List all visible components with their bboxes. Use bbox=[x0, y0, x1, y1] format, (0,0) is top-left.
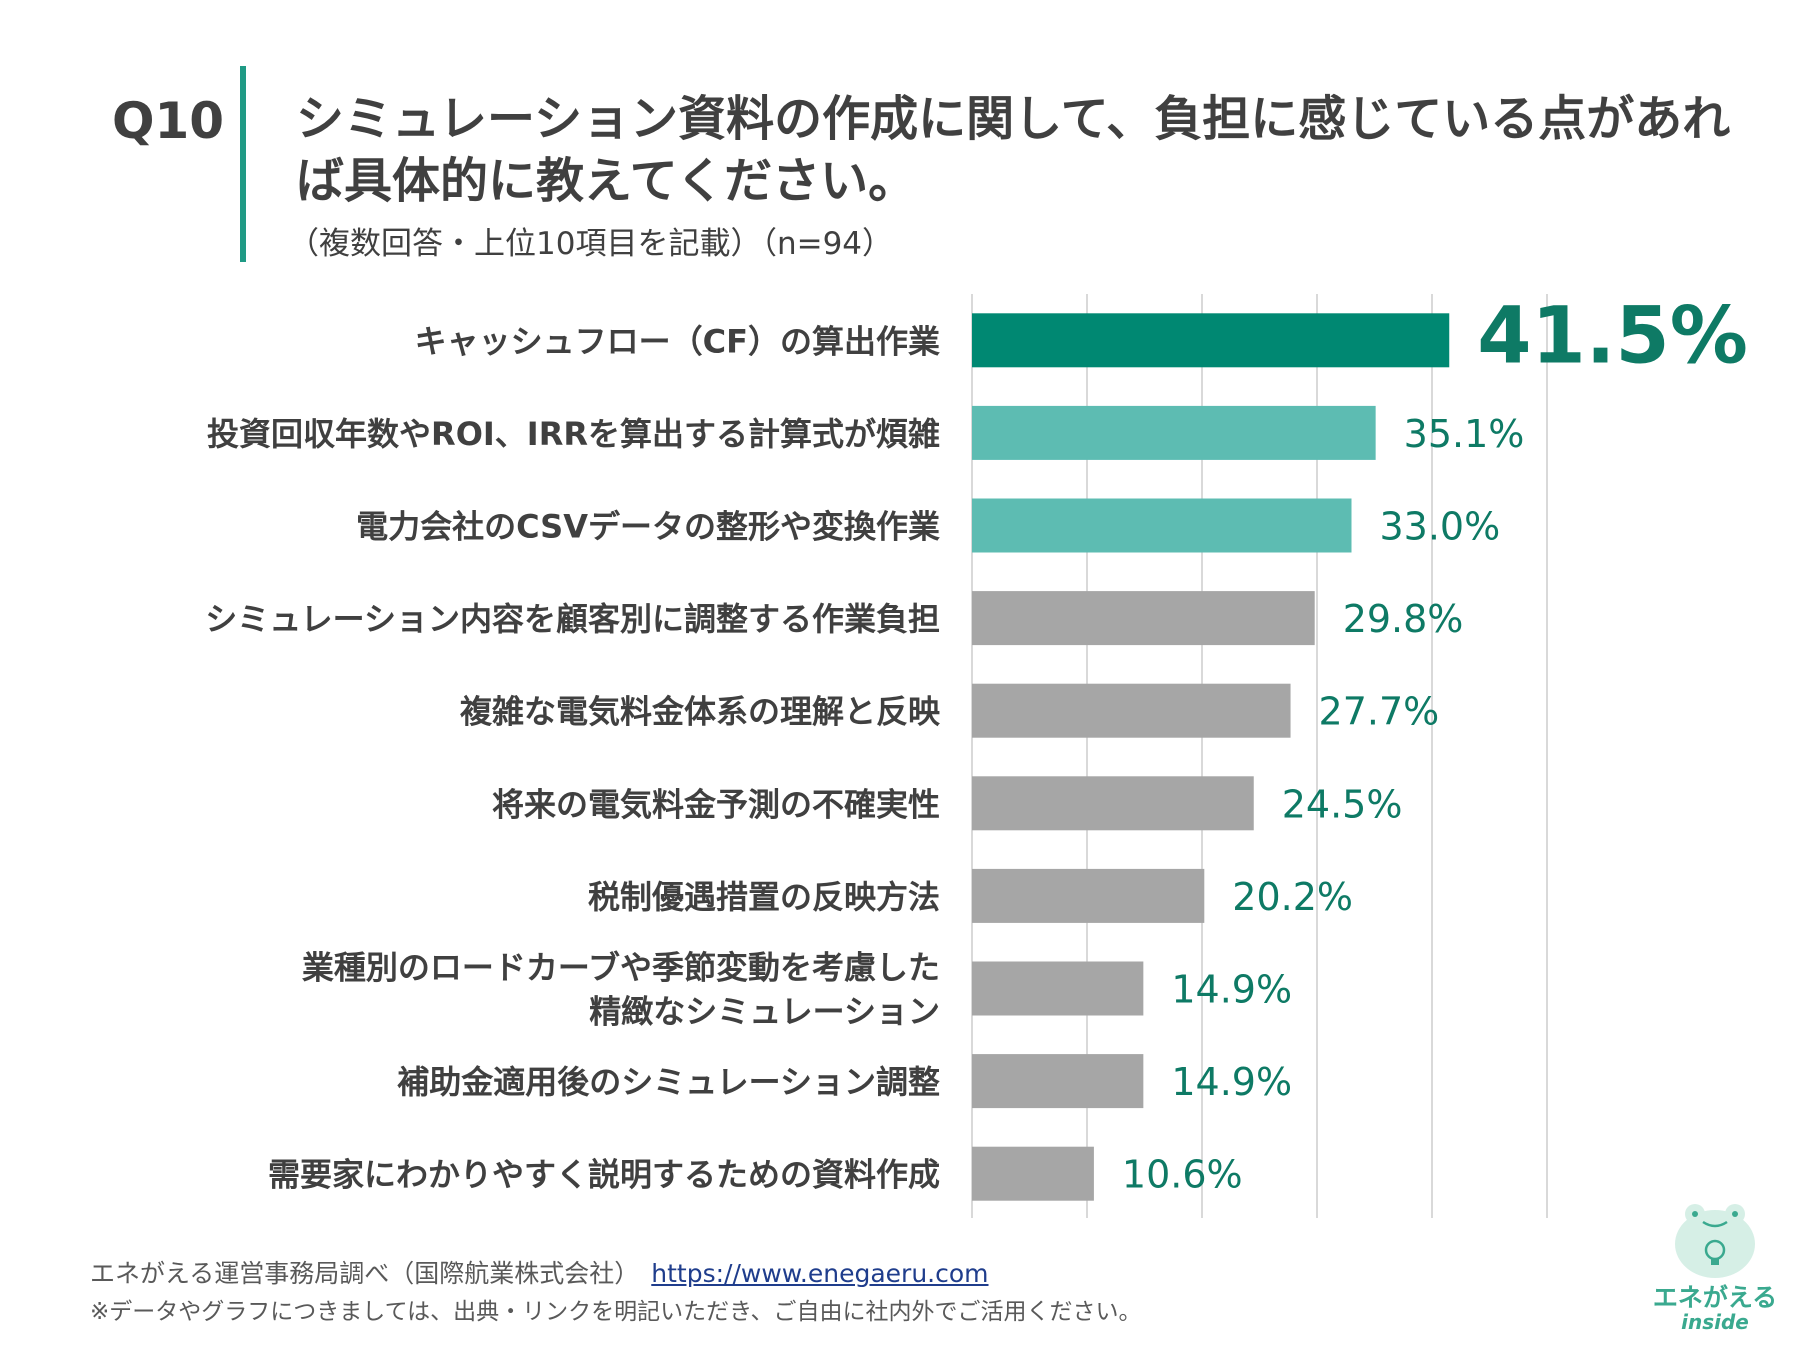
value-label-1: 41.5% bbox=[1477, 291, 1748, 381]
bar-3 bbox=[972, 498, 1352, 553]
value-label-6: 24.5% bbox=[1282, 782, 1403, 826]
value-label-2: 35.1% bbox=[1404, 412, 1525, 456]
source-text: エネがえる運営事務局調べ（国際航業株式会社） bbox=[90, 1259, 640, 1288]
chart-title: シミュレーション資料の作成に関して、負担に感じている点があれば具体的に教えてくだ… bbox=[296, 91, 1731, 209]
category-label-8: 業種別のロードカーブや季節変動を考慮した bbox=[302, 949, 940, 987]
bar-7 bbox=[972, 868, 1205, 923]
bar-chart: 41.5% キャッシュフロー（CF）の算出作業 35.1% 投資回収年数やROI、IR… bbox=[205, 291, 1748, 1218]
category-label-3: 電力会社のCSVデータの整形や変換作業 bbox=[356, 508, 940, 546]
category-label-7: 税制優遇措置の反映方法 bbox=[588, 878, 940, 916]
logo-subtext: inside bbox=[1681, 1310, 1749, 1334]
category-label-8: 精緻なシミュレーション bbox=[589, 993, 940, 1031]
category-label-10: 需要家にわかりやすく説明するための資料作成 bbox=[268, 1156, 940, 1194]
bar-4 bbox=[972, 591, 1315, 646]
bar-6 bbox=[972, 776, 1254, 831]
value-label-9: 14.9% bbox=[1171, 1060, 1292, 1104]
value-label-5: 27.7% bbox=[1319, 690, 1440, 734]
source-line: エネがえる運営事務局調べ（国際航業株式会社） https://www.enegae… bbox=[90, 1254, 989, 1290]
enegaeru-logo: エネがえる inside bbox=[1640, 1196, 1790, 1336]
category-label-9: 補助金適用後のシミュレーション調整 bbox=[397, 1063, 940, 1101]
bar-8 bbox=[972, 961, 1144, 1016]
usage-note: ※データやグラフにつきましては、出典・リンクを明記いただき、ご自由に社内外でご活… bbox=[90, 1299, 1142, 1325]
category-label-2: 投資回収年数やROI、IRRを算出する計算式が煩雑 bbox=[207, 415, 940, 453]
value-label-7: 20.2% bbox=[1232, 875, 1353, 919]
bar-1 bbox=[972, 313, 1450, 368]
question-number: Q10 bbox=[112, 92, 225, 150]
value-label-10: 10.6% bbox=[1122, 1153, 1243, 1197]
value-label-4: 29.8% bbox=[1343, 597, 1464, 641]
source-link[interactable]: https://www.enegaeru.com bbox=[651, 1259, 989, 1288]
bar-9 bbox=[972, 1054, 1144, 1109]
question-divider bbox=[240, 66, 246, 262]
chart-subtitle: （複数回答・上位10項目を記載）（n=94） bbox=[288, 226, 894, 262]
frog-logo-icon bbox=[1675, 1204, 1755, 1278]
category-label-4: シミュレーション内容を顧客別に調整する作業負担 bbox=[205, 600, 940, 638]
value-label-3: 33.0% bbox=[1380, 505, 1501, 549]
logo-name: エネがえる bbox=[1652, 1283, 1778, 1312]
category-label-5: 複雑な電気料金体系の理解と反映 bbox=[460, 693, 940, 731]
bar-5 bbox=[972, 683, 1291, 738]
category-label-1: キャッシュフロー（CF）の算出作業 bbox=[415, 322, 940, 360]
bar-10 bbox=[972, 1146, 1094, 1201]
value-label-8: 14.9% bbox=[1171, 968, 1292, 1012]
category-label-6: 将来の電気料金予測の不確実性 bbox=[492, 785, 940, 823]
bar-2 bbox=[972, 405, 1376, 460]
